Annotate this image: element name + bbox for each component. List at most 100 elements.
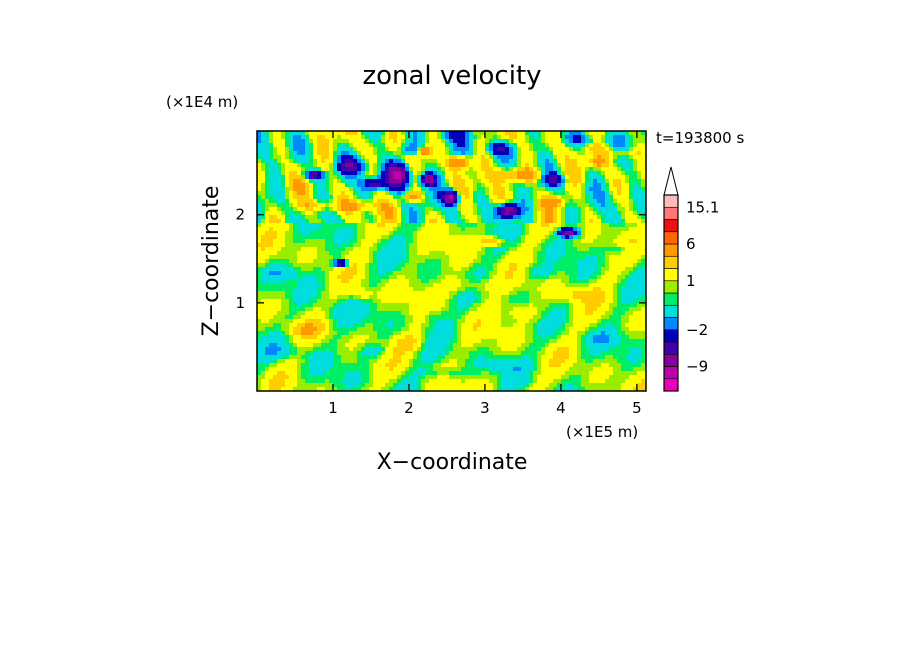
field-cell bbox=[525, 159, 530, 164]
field-cell bbox=[369, 323, 374, 328]
field-cell bbox=[549, 255, 554, 260]
field-cell bbox=[517, 283, 522, 288]
field-cell bbox=[313, 271, 318, 276]
field-cell bbox=[429, 219, 434, 224]
field-cell bbox=[317, 267, 322, 272]
field-cell bbox=[537, 191, 542, 196]
field-cell bbox=[557, 331, 562, 336]
field-cell bbox=[629, 135, 634, 140]
field-cell bbox=[365, 155, 370, 160]
field-cell bbox=[321, 151, 326, 156]
field-cell bbox=[545, 175, 550, 180]
field-cell bbox=[545, 303, 550, 308]
field-cell bbox=[485, 207, 490, 212]
field-cell bbox=[317, 323, 322, 328]
field-cell bbox=[321, 279, 326, 284]
field-cell bbox=[581, 227, 586, 232]
field-cell bbox=[461, 151, 466, 156]
field-cell bbox=[441, 239, 446, 244]
field-cell bbox=[485, 327, 490, 332]
field-cell bbox=[409, 135, 414, 140]
field-cell bbox=[469, 163, 474, 168]
field-cell bbox=[337, 175, 342, 180]
field-cell bbox=[541, 219, 546, 224]
field-cell bbox=[413, 251, 418, 256]
field-cell bbox=[277, 287, 282, 292]
field-cell bbox=[389, 143, 394, 148]
field-cell bbox=[501, 143, 506, 148]
field-cell bbox=[625, 279, 630, 284]
field-cell bbox=[573, 243, 578, 248]
field-cell bbox=[565, 259, 570, 264]
field-cell bbox=[565, 263, 570, 268]
field-cell bbox=[313, 331, 318, 336]
field-cell bbox=[297, 283, 302, 288]
field-cell bbox=[637, 147, 642, 152]
field-cell bbox=[605, 275, 610, 280]
field-cell bbox=[265, 163, 270, 168]
field-cell bbox=[337, 255, 342, 260]
field-cell bbox=[281, 331, 286, 336]
field-cell bbox=[289, 183, 294, 188]
field-cell bbox=[277, 267, 282, 272]
field-cell bbox=[317, 307, 322, 312]
field-cell bbox=[337, 283, 342, 288]
field-cell bbox=[285, 319, 290, 324]
field-cell bbox=[521, 199, 526, 204]
field-cell bbox=[641, 227, 646, 232]
field-cell bbox=[529, 323, 534, 328]
field-cell bbox=[589, 143, 594, 148]
field-cell bbox=[285, 187, 290, 192]
field-cell bbox=[569, 171, 574, 176]
field-cell bbox=[633, 167, 638, 172]
field-cell bbox=[553, 211, 558, 216]
field-cell bbox=[349, 151, 354, 156]
field-cell bbox=[545, 131, 550, 136]
field-cell bbox=[513, 191, 518, 196]
field-cell bbox=[393, 315, 398, 320]
field-cell bbox=[453, 187, 458, 192]
field-cell bbox=[465, 247, 470, 252]
field-cell bbox=[597, 331, 602, 336]
field-cell bbox=[277, 143, 282, 148]
field-cell bbox=[581, 303, 586, 308]
field-cell bbox=[361, 239, 366, 244]
field-cell bbox=[565, 219, 570, 224]
field-cell bbox=[429, 287, 434, 292]
field-cell bbox=[449, 135, 454, 140]
field-cell bbox=[589, 323, 594, 328]
field-cell bbox=[565, 151, 570, 156]
field-cell bbox=[329, 275, 334, 280]
field-cell bbox=[329, 171, 334, 176]
field-cell bbox=[405, 299, 410, 304]
field-cell bbox=[489, 271, 494, 276]
field-cell bbox=[605, 303, 610, 308]
field-cell bbox=[461, 191, 466, 196]
field-cell bbox=[273, 191, 278, 196]
field-cell bbox=[421, 279, 426, 284]
field-cell bbox=[465, 227, 470, 232]
field-cell bbox=[389, 267, 394, 272]
field-cell bbox=[353, 299, 358, 304]
field-cell bbox=[405, 331, 410, 336]
field-cell bbox=[273, 207, 278, 212]
field-cell bbox=[509, 291, 514, 296]
field-cell bbox=[369, 247, 374, 252]
field-cell bbox=[389, 187, 394, 192]
field-cell bbox=[309, 267, 314, 272]
field-cell bbox=[449, 159, 454, 164]
field-cell bbox=[381, 299, 386, 304]
field-cell bbox=[549, 251, 554, 256]
field-cell bbox=[345, 159, 350, 164]
field-cell bbox=[305, 167, 310, 172]
field-cell bbox=[261, 271, 266, 276]
field-cell bbox=[413, 283, 418, 288]
field-cell bbox=[549, 239, 554, 244]
field-cell bbox=[337, 327, 342, 332]
field-cell bbox=[397, 211, 402, 216]
field-cell bbox=[397, 219, 402, 224]
field-cell bbox=[457, 183, 462, 188]
field-cell bbox=[445, 271, 450, 276]
field-cell bbox=[389, 263, 394, 268]
field-cell bbox=[529, 283, 534, 288]
